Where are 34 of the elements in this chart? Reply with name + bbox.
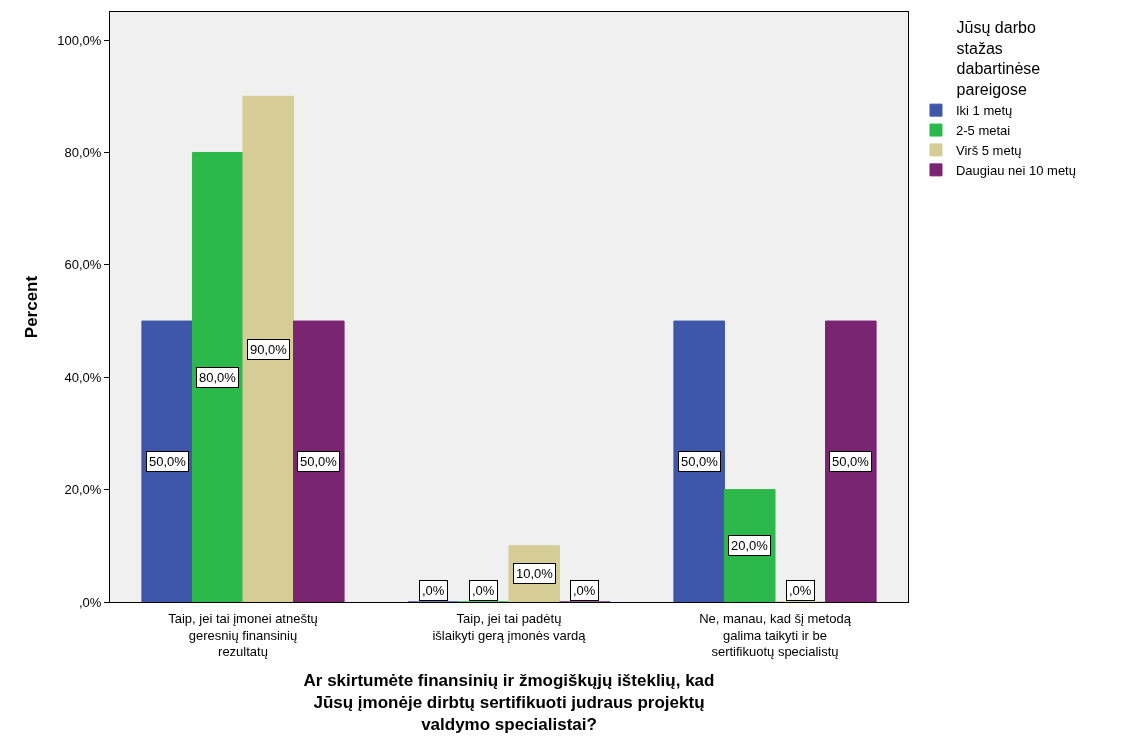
data-label: ,0% bbox=[789, 583, 812, 598]
legend-label: Virš 5 metų bbox=[955, 143, 1022, 159]
y-tick-label: 40,0% bbox=[64, 369, 102, 385]
data-label: ,0% bbox=[422, 583, 445, 598]
data-label: ,0% bbox=[472, 583, 495, 598]
bar bbox=[242, 95, 295, 602]
x-tick-label: Ne, manau, kad šį metodą galima taikyti ir be sertifikuotų specialistų bbox=[699, 610, 852, 660]
data-label: 80,0% bbox=[199, 370, 237, 385]
y-tick-label: 100,0% bbox=[57, 32, 102, 48]
bar bbox=[825, 320, 877, 602]
data-label: 50,0% bbox=[832, 454, 870, 469]
y-tick-label: ,0% bbox=[78, 594, 102, 610]
legend-label: Iki 1 metų bbox=[955, 103, 1013, 119]
data-label: 50,0% bbox=[681, 454, 719, 469]
legend-label: 2-5 metai bbox=[955, 123, 1011, 139]
bar bbox=[673, 320, 725, 602]
data-label: 50,0% bbox=[149, 454, 187, 469]
data-label: 90,0% bbox=[250, 342, 288, 357]
data-label: ,0% bbox=[573, 583, 596, 598]
bar bbox=[191, 151, 244, 602]
y-tick-label: 80,0% bbox=[64, 145, 102, 161]
legend-title: Jūsų darbo stažas dabartinėse pareigose bbox=[956, 18, 1041, 99]
legend-label: Daugiau nei 10 metų bbox=[955, 162, 1076, 178]
x-tick-label: Taip, jei tai padėtų išlaikyti gerą įmonės vardą bbox=[432, 610, 587, 643]
y-tick-label: 60,0% bbox=[64, 257, 102, 273]
bar bbox=[293, 320, 345, 602]
y-axis-title: Percent bbox=[21, 275, 41, 339]
x-axis-title: Ar skirtumėte finansinių ir žmogiškųjų išteklių, kad Jūsų įmonėje dirbtų sertifikuoti judraus projektų valdymo specialistai? bbox=[303, 670, 715, 734]
bar bbox=[141, 320, 193, 602]
y-tick-label: 20,0% bbox=[64, 482, 102, 498]
data-label: 20,0% bbox=[731, 538, 769, 553]
x-tick-label: Taip, jei tai įmonei atneštų geresnių finansinių rezultatų bbox=[168, 610, 318, 660]
data-label: 10,0% bbox=[516, 566, 554, 581]
data-label: 50,0% bbox=[300, 454, 338, 469]
